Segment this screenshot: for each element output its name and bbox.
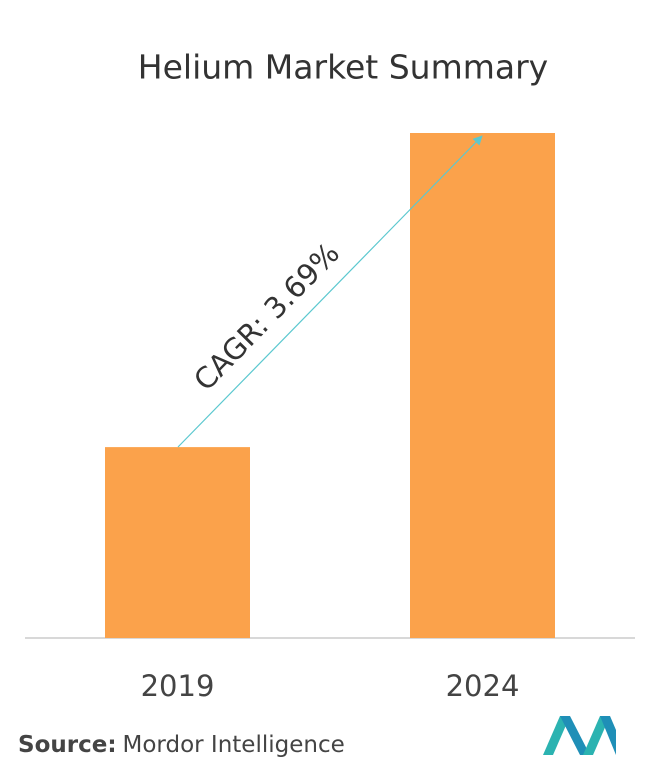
cagr-label: CAGR: 3.69% [187, 236, 346, 397]
source: Source: Mordor Intelligence [18, 732, 345, 758]
chart-title: Helium Market Summary [138, 48, 548, 87]
source-name: Mordor Intelligence [123, 732, 345, 758]
bar [105, 447, 250, 638]
bar [410, 133, 555, 638]
x-tick-label: 2019 [141, 669, 215, 703]
cagr-arrow [177, 135, 483, 448]
logo [543, 716, 616, 755]
x-tick-label: 2024 [446, 669, 520, 703]
plot-area: 2019 2024 [105, 133, 555, 703]
source-label: Source: [18, 732, 117, 758]
